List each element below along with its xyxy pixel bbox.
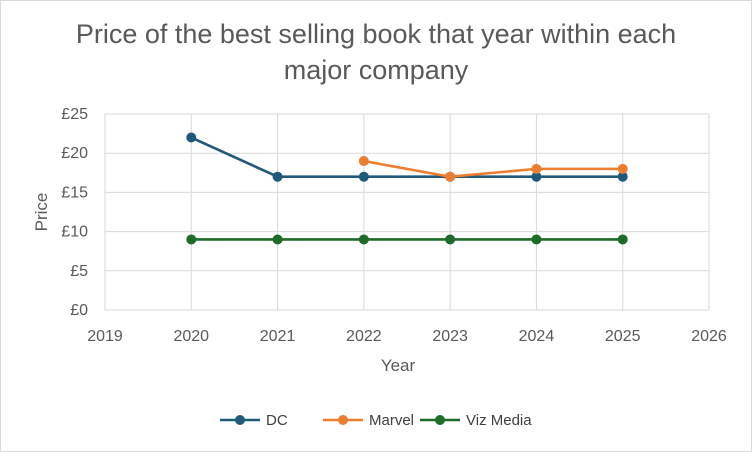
y-tick-label: £20 bbox=[61, 145, 88, 162]
y-axis-label: Price bbox=[32, 193, 51, 232]
data-point bbox=[186, 132, 197, 143]
x-tick-label: 2025 bbox=[605, 328, 641, 345]
x-tick-label: 2024 bbox=[519, 328, 555, 345]
legend-label: Marvel bbox=[369, 412, 414, 429]
x-axis-label: Year bbox=[381, 356, 416, 375]
data-point bbox=[358, 234, 369, 245]
x-tick-label: 2020 bbox=[173, 328, 209, 345]
legend-label: Viz Media bbox=[466, 412, 532, 429]
series-line bbox=[363, 159, 623, 179]
y-tick-label: £25 bbox=[61, 106, 88, 123]
x-tick-label: 2019 bbox=[87, 328, 123, 345]
legend-item: DC bbox=[220, 412, 288, 429]
data-point bbox=[272, 234, 283, 245]
series-marvel bbox=[358, 156, 628, 182]
y-tick-label: £5 bbox=[70, 263, 88, 280]
y-tick-label: £0 bbox=[70, 302, 88, 319]
x-axis-ticks: 2019 2020 2021 2022 2023 2024 2025 2026 bbox=[87, 328, 727, 345]
data-point bbox=[531, 163, 542, 174]
legend: DC Marvel Viz Media bbox=[220, 412, 532, 429]
legend-marker bbox=[435, 415, 445, 425]
series-viz-media bbox=[186, 234, 628, 245]
chart-title-line-1: Price of the best selling book that year… bbox=[75, 19, 677, 49]
series-dc bbox=[186, 132, 628, 182]
y-tick-label: £10 bbox=[61, 224, 88, 241]
data-point bbox=[445, 234, 456, 245]
x-tick-label: 2023 bbox=[432, 328, 468, 345]
data-point bbox=[358, 171, 369, 182]
data-point bbox=[531, 171, 542, 182]
gridlines bbox=[104, 113, 710, 311]
x-tick-label: 2021 bbox=[260, 328, 296, 345]
y-axis-ticks: £0 £5 £10 £15 £20 £25 bbox=[61, 106, 88, 319]
chart-title: Price of the best selling book that year… bbox=[0, 16, 752, 88]
data-point bbox=[358, 156, 369, 167]
data-point bbox=[617, 234, 628, 245]
legend-item: Marvel bbox=[323, 412, 414, 429]
series-group bbox=[186, 132, 628, 245]
x-tick-label: 2022 bbox=[346, 328, 382, 345]
data-point bbox=[617, 171, 628, 182]
data-point bbox=[186, 234, 197, 245]
data-point bbox=[531, 234, 542, 245]
chart-title-line-2: major company bbox=[283, 55, 469, 85]
data-point bbox=[617, 163, 628, 174]
series-line bbox=[190, 136, 623, 179]
legend-marker bbox=[235, 415, 245, 425]
legend-label: DC bbox=[266, 412, 288, 429]
legend-item: Viz Media bbox=[420, 412, 532, 429]
legend-marker bbox=[338, 415, 348, 425]
y-tick-label: £15 bbox=[61, 184, 88, 201]
data-point bbox=[272, 171, 283, 182]
x-tick-label: 2026 bbox=[691, 328, 727, 345]
data-point bbox=[445, 171, 456, 182]
